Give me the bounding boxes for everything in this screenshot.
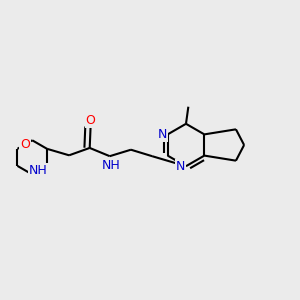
Text: NH: NH [102,159,121,172]
Text: N: N [158,128,167,141]
Text: N: N [176,160,185,173]
Text: O: O [20,138,30,151]
Text: NH: NH [29,164,47,177]
Text: O: O [86,114,95,127]
